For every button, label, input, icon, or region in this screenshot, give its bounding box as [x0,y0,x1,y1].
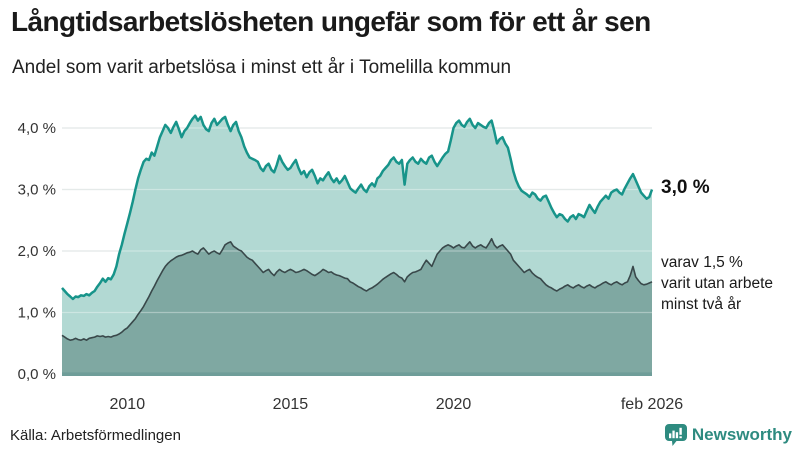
series-line-1 [61,237,653,341]
breakdown-line-3: minst två år [661,296,742,313]
chart-subtitle: Andel som varit arbetslösa i minst ett å… [12,57,512,78]
source-attribution: Källa: Arbetsförmedlingen [10,427,181,444]
series-line-0 [61,114,654,301]
y-tick-label-4: 4,0 % [18,120,56,137]
y-tick-label-3: 3,0 % [18,182,56,199]
y-tick-label-2: 2,0 % [18,243,56,260]
newsworthy-logo: Newsworthy [664,423,792,447]
page-title: Långtidsarbetslösheten ungefär som för e… [11,6,651,37]
y-tick-label-1: 1,0 % [18,305,56,322]
x-tick-label-2020: 2020 [436,396,472,413]
breakdown-line-2: varit utan arbete [661,275,774,292]
newsworthy-logo-text: Newsworthy [691,425,792,444]
area-fill-1 [62,238,652,374]
x-axis-baseline [62,372,652,376]
breakdown-line-1: varav 1,5 % [661,254,743,271]
newsworthy-logo-icon [664,424,687,446]
x-tick-label-2015: 2015 [273,396,309,413]
x-tick-label-feb-2026: feb 2026 [621,396,683,413]
x-tick-label-2010: 2010 [110,396,146,413]
latest-value-label: 3,0 % [661,177,710,198]
breakdown-annotation: varav 1,5 % varit utan arbete minst två … [661,252,773,315]
y-tick-label-0: 0,0 % [18,366,56,383]
